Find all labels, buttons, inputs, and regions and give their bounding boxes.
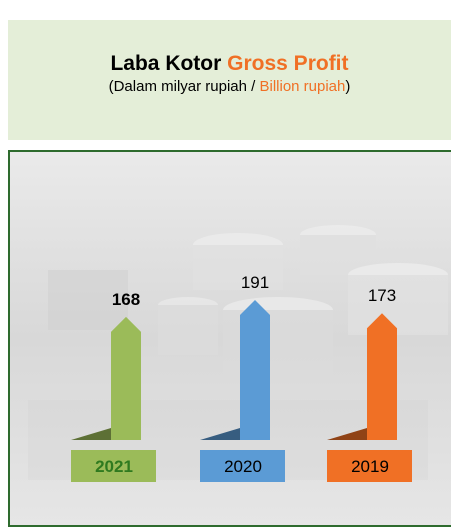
subtitle-id: (Dalam milyar rupiah / — [109, 78, 260, 95]
value-label: 191 — [241, 273, 269, 292]
x-tick-label: 2020 — [224, 457, 262, 476]
subtitle-en: Billion rupiah — [259, 78, 345, 95]
x-tick-label: 2021 — [95, 457, 133, 476]
chart: 168 2021 191 2020 173 2019 — [8, 150, 451, 527]
x-tick-label: 2019 — [351, 457, 389, 476]
header: Laba Kotor Gross Profit (Dalam milyar ru… — [8, 20, 451, 140]
value-label: 173 — [368, 286, 396, 305]
chart-subtitle: (Dalam milyar rupiah / Billion rupiah) — [8, 78, 451, 95]
bar — [367, 313, 397, 440]
subtitle-end: ) — [345, 78, 350, 95]
title-id: Laba Kotor — [110, 52, 221, 75]
bar — [240, 300, 270, 440]
page: Laba Kotor Gross Profit (Dalam milyar ru… — [0, 0, 451, 527]
bar — [111, 317, 141, 440]
chart-title: Laba Kotor Gross Profit — [8, 52, 451, 76]
title-en: Gross Profit — [227, 52, 348, 75]
value-label: 168 — [112, 290, 140, 309]
